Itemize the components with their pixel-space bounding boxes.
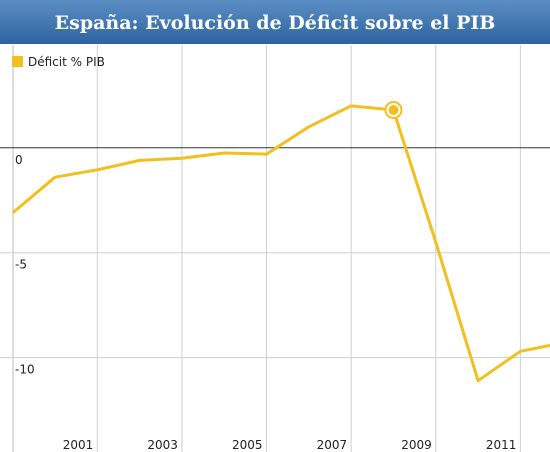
y-tick-label: 0 — [15, 153, 23, 167]
legend-label: Déficit % PIB — [28, 55, 105, 69]
y-tick-label: -5 — [15, 258, 27, 272]
x-tick-label: 2007 — [317, 438, 348, 452]
legend-swatch — [12, 56, 23, 67]
y-tick-label: -10 — [15, 363, 35, 377]
x-tick-label: 2003 — [147, 438, 178, 452]
highlight-point — [388, 105, 399, 116]
x-tick-label: 2001 — [63, 438, 94, 452]
data-line — [11, 104, 550, 383]
x-tick-label: 2011 — [486, 438, 517, 452]
x-tick-label: 2005 — [232, 438, 263, 452]
x-tick-label: 2009 — [401, 438, 432, 452]
title-bar — [0, 0, 550, 44]
chart-title: España: Evolución de Déficit sobre el PI… — [55, 12, 496, 34]
